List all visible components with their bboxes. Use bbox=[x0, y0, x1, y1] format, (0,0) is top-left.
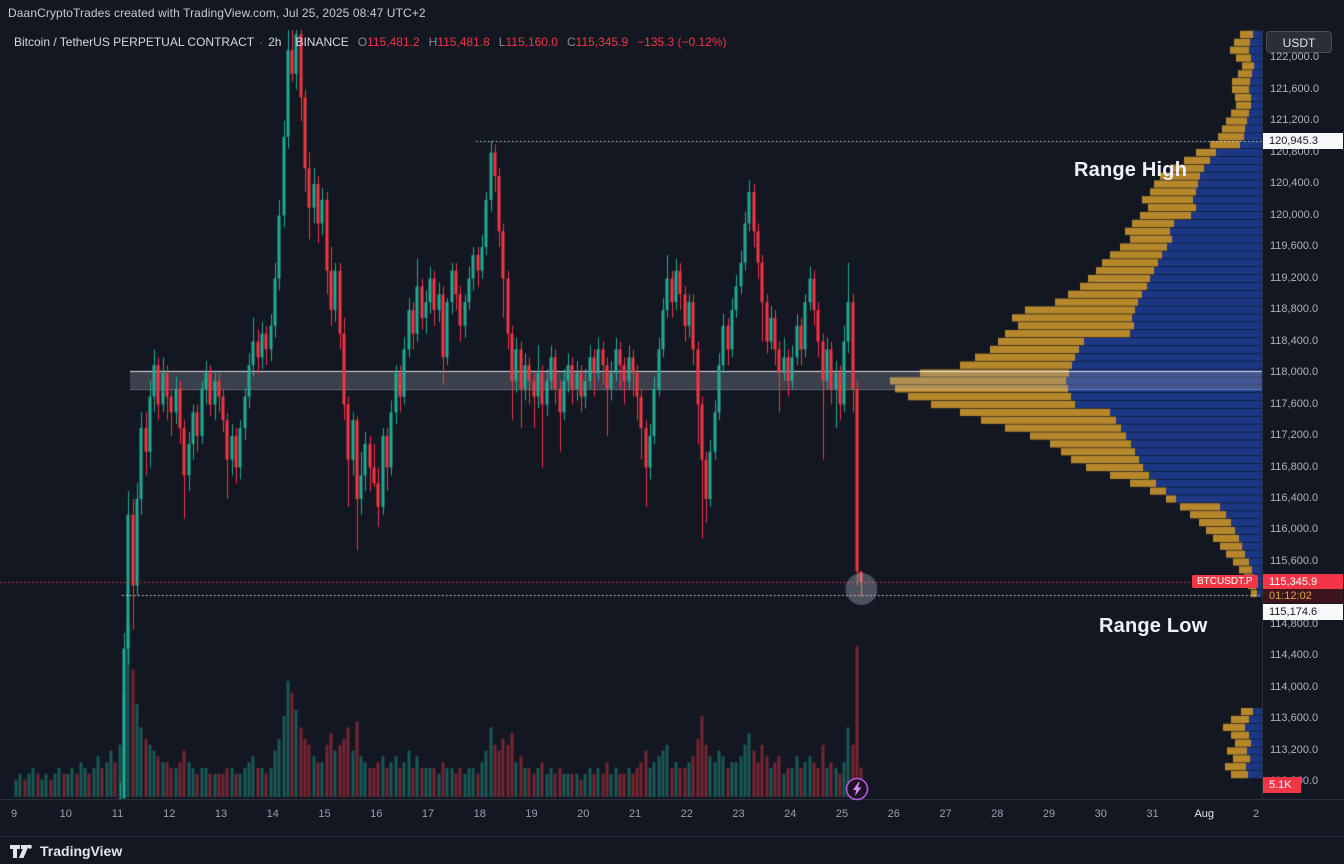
price-axis-label: 117,600.0 bbox=[1270, 397, 1319, 410]
change-value: −135.3 (−0.12%) bbox=[637, 35, 727, 49]
volume-tag: 5.1K bbox=[1263, 777, 1301, 793]
time-axis-label: 11 bbox=[111, 808, 124, 820]
price-axis-label: 118,400.0 bbox=[1270, 334, 1319, 347]
time-axis-label: 10 bbox=[59, 808, 72, 820]
price-axis-label: 113,600.0 bbox=[1270, 712, 1319, 725]
price-axis-label: 116,000.0 bbox=[1270, 523, 1319, 536]
time-axis-label: 28 bbox=[991, 808, 1004, 820]
legend-separator: · bbox=[259, 35, 264, 49]
low-value: 115,160.0 bbox=[505, 35, 558, 49]
time-axis-border bbox=[0, 799, 1344, 800]
price-axis[interactable]: 122,000.0 121,600.0 121,200.0 120,800.0 120,… bbox=[1263, 0, 1344, 800]
price-axis-label: 119,200.0 bbox=[1270, 271, 1319, 284]
range-high-price-tag: 120,945.3 bbox=[1263, 133, 1343, 149]
time-axis-label: 31 bbox=[1146, 808, 1159, 820]
time-axis-label: 2 bbox=[1252, 808, 1260, 820]
time-axis-label: 20 bbox=[577, 808, 590, 820]
time-axis-label: Aug bbox=[1194, 808, 1215, 820]
symbol-legend[interactable]: Bitcoin / TetherUS PERPETUAL CONTRACT · 2h… bbox=[14, 35, 727, 49]
time-axis-label: 27 bbox=[939, 808, 952, 820]
time-axis-label: 21 bbox=[628, 808, 642, 820]
attribution-text: DaanCryptoTrades created with TradingVie… bbox=[8, 6, 426, 20]
price-axis-label: 115,600.0 bbox=[1270, 554, 1319, 567]
time-axis-label: 12 bbox=[163, 808, 176, 820]
time-axis-label: 22 bbox=[680, 808, 693, 820]
price-axis-label: 114,000.0 bbox=[1270, 680, 1319, 693]
time-axis-label: 15 bbox=[318, 808, 331, 820]
time-axis-label: 14 bbox=[266, 808, 279, 820]
price-axis-label: 121,200.0 bbox=[1270, 114, 1319, 127]
low-label: L bbox=[498, 35, 506, 49]
time-axis-label: 25 bbox=[835, 808, 849, 820]
price-axis-border bbox=[1262, 30, 1263, 800]
close-label: C bbox=[566, 35, 576, 49]
high-value: 115,481.8 bbox=[437, 35, 490, 49]
price-axis-label: 116,400.0 bbox=[1270, 492, 1319, 504]
price-axis-label: 114,800.0 bbox=[1270, 617, 1319, 630]
time-axis-label: 26 bbox=[887, 808, 900, 820]
price-axis-label: 120,400.0 bbox=[1270, 177, 1319, 190]
time-axis-label: 29 bbox=[1042, 808, 1056, 820]
lightning-icon[interactable] bbox=[844, 776, 870, 802]
time-axis-label: 19 bbox=[525, 808, 538, 820]
range-low-price-tag: 115,174.6 bbox=[1263, 604, 1343, 620]
footer-bar: TradingView bbox=[0, 836, 1344, 864]
time-axis-label: 17 bbox=[421, 808, 435, 820]
time-axis-label: 24 bbox=[784, 808, 797, 820]
symbol-price-tag: BTCUSDT.P bbox=[1192, 575, 1258, 588]
time-axis-label: 13 bbox=[214, 808, 228, 820]
time-axis[interactable]: 9 10 11 12 13 14 15 16 17 18 19 20 21 22 23 24 25 26 27 28 2… bbox=[0, 800, 1344, 830]
tradingview-brand-link[interactable]: TradingView bbox=[40, 843, 123, 859]
exchange-label: BINANCE bbox=[295, 35, 349, 49]
symbol-title: Bitcoin / TetherUS PERPETUAL CONTRACT bbox=[14, 35, 255, 49]
price-axis-label: 122,000.0 bbox=[1270, 51, 1319, 64]
price-axis-label: 118,000.0 bbox=[1270, 366, 1319, 379]
interval-label: 2h bbox=[268, 35, 282, 49]
price-axis-label: 116,800.0 bbox=[1270, 460, 1319, 473]
last-price-tag: 115,345.9 bbox=[1263, 574, 1343, 590]
high-label: H bbox=[428, 35, 438, 49]
price-axis-label: 113,200.0 bbox=[1270, 743, 1319, 756]
time-axis-label: 23 bbox=[732, 808, 745, 820]
time-axis-label: 30 bbox=[1094, 808, 1107, 820]
currency-scale-button[interactable]: USDT bbox=[1266, 31, 1332, 53]
range-low-annotation: Range Low bbox=[1099, 615, 1208, 637]
price-axis-label: 119,600.0 bbox=[1270, 240, 1319, 253]
tradingview-logo-icon[interactable] bbox=[10, 844, 32, 859]
price-axis-label: 120,000.0 bbox=[1270, 208, 1319, 221]
open-label: O bbox=[357, 35, 368, 49]
time-axis-label: 9 bbox=[10, 808, 18, 820]
time-axis-label: 18 bbox=[473, 808, 486, 820]
price-axis-label: 117,200.0 bbox=[1270, 429, 1319, 441]
range-high-annotation: Range High bbox=[1074, 159, 1188, 181]
close-value: 115,345.9 bbox=[575, 35, 629, 49]
price-axis-label: 121,600.0 bbox=[1270, 82, 1319, 95]
countdown-tag: 01:12:02 bbox=[1263, 589, 1343, 603]
price-axis-label: 118,800.0 bbox=[1270, 303, 1319, 316]
time-axis-label: 16 bbox=[370, 808, 383, 820]
open-value: 115,481.2 bbox=[367, 35, 420, 49]
legend-separator: · bbox=[286, 35, 291, 49]
price-axis-label: 114,400.0 bbox=[1270, 649, 1319, 662]
